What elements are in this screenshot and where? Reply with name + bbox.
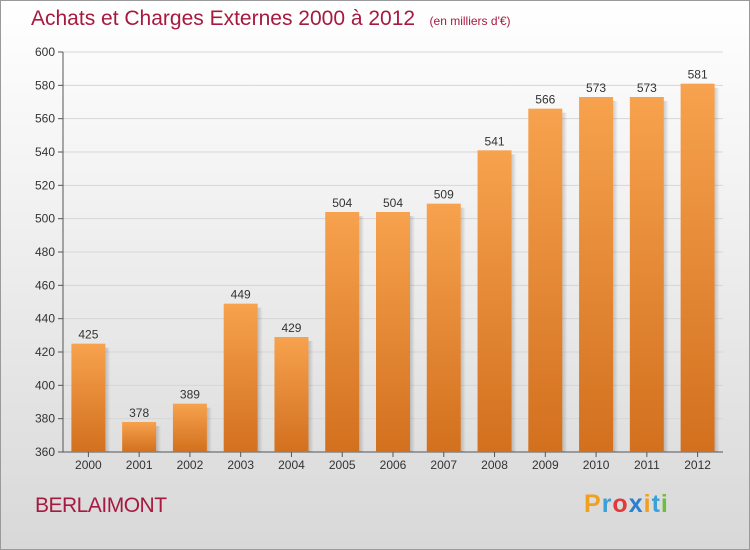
bar-2005 [325, 212, 360, 452]
city-name: BERLAIMONT [35, 494, 167, 517]
data-labels: 425 378 389 449 429 504 504 509 541 566 573 573 581 [78, 68, 708, 420]
x-tick-label: 2008 [481, 458, 508, 472]
x-tick-label: 2011 [634, 458, 660, 472]
bar-shadow [562, 112, 568, 453]
data-label: 449 [231, 288, 251, 302]
bar-2009 [528, 108, 563, 453]
data-label: 541 [485, 134, 505, 148]
logo-letter: x [628, 490, 644, 518]
logo-letter: P [584, 490, 602, 518]
bar-2008 [477, 150, 512, 453]
x-tick-label: 2005 [329, 458, 356, 472]
x-tick-label: 2004 [278, 458, 305, 472]
y-tick-label: 360 [35, 445, 55, 459]
data-label: 504 [332, 196, 352, 210]
data-label: 504 [383, 196, 403, 210]
y-tick-label: 380 [35, 412, 55, 426]
x-tick-label: 2003 [227, 458, 254, 472]
bar-shadow [206, 407, 212, 452]
bar-2003 [223, 303, 258, 452]
x-tick-label: 2012 [684, 458, 711, 472]
bar-2006 [376, 212, 410, 452]
bar-2012 [680, 83, 715, 453]
bar-shadow [511, 154, 517, 453]
bar-shadow [156, 426, 162, 452]
y-tick-label: 520 [35, 178, 55, 192]
data-label: 378 [129, 406, 149, 420]
bar-2011 [629, 97, 664, 452]
proxiti-logo[interactable]: Proxiti [584, 490, 669, 519]
x-tick-label: 2001 [126, 458, 153, 472]
bars [71, 83, 720, 453]
logo-letter: i [643, 490, 652, 518]
y-tick-label: 580 [35, 78, 55, 92]
bar-shadow [410, 216, 415, 452]
logo-letter: r [601, 490, 613, 518]
bar-shadow [714, 87, 720, 453]
bar-shadow [105, 347, 111, 452]
y-tick-label: 400 [35, 378, 55, 392]
data-label: 509 [434, 188, 454, 202]
logo-letter: i [660, 490, 669, 518]
bar-shadow [359, 216, 365, 452]
bar-shadow [257, 307, 263, 452]
data-label: 389 [180, 388, 200, 402]
y-tick-label: 480 [35, 245, 55, 259]
bar-shadow [460, 207, 466, 452]
data-label: 573 [586, 81, 606, 95]
title-text: Achats et Charges Externes 2000 à 2012 [31, 7, 416, 30]
x-tick-label: 2007 [430, 458, 457, 472]
bar-shadow [308, 341, 314, 452]
title-unit: (en milliers d'€) [429, 14, 511, 28]
y-tick-label: 460 [35, 278, 55, 292]
chart-title: Achats et Charges Externes 2000 à 2012 (… [31, 7, 511, 31]
bar-2004 [274, 337, 309, 452]
bar-2002 [172, 403, 207, 452]
bar-shadow [613, 101, 619, 452]
y-tick-label: 500 [35, 212, 55, 226]
x-tick-label: 2006 [380, 458, 407, 472]
data-label: 581 [688, 68, 708, 82]
x-tick-label: 2009 [532, 458, 559, 472]
y-tick-label: 420 [35, 345, 55, 359]
x-tick-label: 2000 [75, 458, 102, 472]
data-label: 429 [281, 321, 301, 335]
bar-shadow [663, 101, 669, 452]
axes: 360 380 400 420 440 460 480 500 520 540 560 580 600 2… [35, 45, 723, 472]
data-label: 425 [78, 328, 98, 342]
bar-2000 [71, 343, 106, 452]
bar-2007 [426, 203, 461, 452]
bar-2001 [122, 422, 157, 452]
y-tick-label: 440 [35, 312, 55, 326]
bar-2010 [579, 97, 614, 452]
x-tick-label: 2002 [177, 458, 204, 472]
data-label: 566 [535, 93, 555, 107]
data-label: 573 [637, 81, 657, 95]
y-tick-label: 540 [35, 145, 55, 159]
y-tick-label: 560 [35, 112, 55, 126]
x-tick-label: 2010 [583, 458, 610, 472]
logo-letter: t [651, 490, 661, 518]
logo-letter: o [612, 490, 629, 518]
y-tick-label: 600 [35, 45, 55, 59]
